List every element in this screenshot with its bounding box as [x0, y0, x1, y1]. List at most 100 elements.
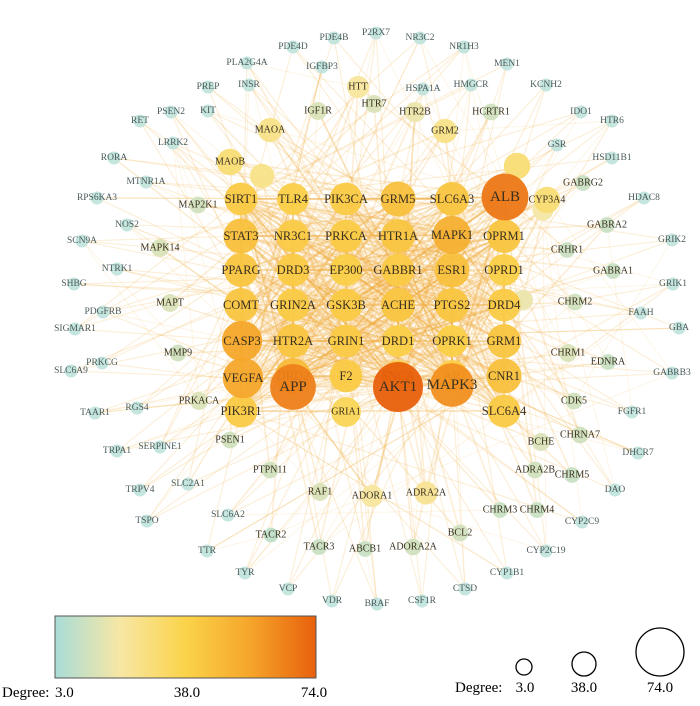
node-circle	[238, 566, 252, 580]
node-circle	[435, 288, 469, 322]
node-circle	[481, 173, 529, 221]
node-slc6a4: SLC6A4	[482, 394, 527, 428]
node-circle	[599, 217, 615, 233]
network-edge	[240, 198, 399, 412]
network-edge	[451, 384, 639, 454]
node-label: GABRA2	[587, 220, 627, 231]
network-edge	[240, 198, 399, 388]
node-circle	[500, 566, 514, 580]
node-vdr: VDR	[322, 594, 343, 608]
node-label: F2	[339, 369, 352, 383]
node-label: ADORA2A	[389, 542, 438, 553]
network-edge	[292, 198, 453, 271]
node-label: CHRM2	[558, 297, 592, 308]
node-circle	[550, 138, 564, 152]
node-circle	[434, 252, 470, 288]
node-pik3r1: PIK3R1	[221, 394, 261, 428]
node-circle	[503, 152, 531, 180]
node-label: NR3C2	[405, 33, 434, 43]
node-label: EP300	[329, 263, 362, 277]
node-circle	[665, 233, 679, 247]
node-psen1: PSEN1	[215, 431, 245, 449]
node-circle	[276, 219, 310, 253]
node-circle	[257, 117, 283, 143]
node-circle	[331, 397, 361, 427]
node-scn9a: SCN9A	[67, 234, 97, 248]
network-edge	[397, 199, 548, 388]
node-circle	[500, 57, 514, 71]
network-edge	[292, 269, 453, 377]
node-label: SLC6A4	[482, 404, 527, 418]
node-pde4d: PDE4D	[278, 40, 308, 54]
network-edge	[240, 410, 583, 523]
node-circle	[96, 305, 110, 319]
node-drd1: DRD1	[382, 325, 414, 357]
node-label: HTR2A	[273, 334, 313, 348]
node-label: RET	[131, 116, 149, 126]
node-label: RPS6KA3	[77, 193, 117, 203]
network-edge	[345, 269, 453, 306]
network-edge	[240, 269, 399, 306]
node-circle	[346, 75, 370, 99]
node-circle	[488, 254, 520, 286]
node-label: OPRD1	[484, 263, 524, 277]
network-edge	[292, 235, 347, 342]
node-circle	[329, 288, 363, 322]
node-taar1: TAAR1	[80, 406, 110, 420]
network-edge	[240, 198, 399, 306]
node-label: VDR	[322, 596, 343, 606]
node-label: SLC2A1	[171, 479, 205, 489]
node-circle	[181, 477, 195, 491]
node-circle	[414, 481, 438, 505]
network-edge	[444, 120, 613, 132]
network-edge	[145, 181, 294, 237]
node-circle	[140, 514, 154, 528]
network-edge	[345, 198, 399, 306]
node-label: CHRNA7	[560, 430, 600, 441]
network-edge	[345, 235, 505, 271]
node-casp3: CASP3	[221, 320, 263, 362]
network-edge	[172, 142, 199, 206]
node-igfbp3: IGFBP3	[306, 60, 338, 74]
network-edge	[139, 377, 244, 491]
node-circle	[404, 101, 426, 123]
network-edge	[292, 198, 399, 237]
node-dhcr7: DHCR7	[622, 446, 654, 460]
node-label: SIRT1	[225, 192, 258, 206]
node-label: AKT1	[379, 379, 417, 395]
network-edge	[292, 235, 453, 306]
node-label: TACR2	[256, 530, 287, 541]
node-label: RORA	[101, 153, 128, 163]
network-edge	[292, 234, 453, 342]
size-legend-circle-small	[515, 658, 533, 676]
node-circle	[373, 362, 423, 412]
node-f2: F2	[329, 359, 363, 393]
network-edge	[227, 304, 399, 516]
node-circle	[222, 357, 264, 399]
network-edge	[397, 304, 505, 412]
network-edge	[345, 198, 524, 301]
node-label: HCRTR1	[472, 107, 510, 118]
node-label: LRRK2	[158, 138, 188, 148]
network-edge	[345, 269, 505, 306]
node-prkaca: PRKACA	[179, 392, 220, 410]
network-edge	[546, 199, 673, 374]
node-sigmar1: SIGMAR1	[54, 322, 96, 336]
node-adora2a: ADORA2A	[389, 538, 438, 556]
node-slc6a3: SLC6A3	[430, 182, 474, 216]
network-edge	[81, 240, 321, 493]
node-circle	[311, 483, 329, 501]
network-edge	[292, 304, 453, 386]
network-edge	[345, 269, 505, 342]
network-edge	[240, 386, 399, 412]
network-edge	[159, 198, 294, 448]
node-gria1: GRIA1	[331, 397, 361, 427]
node-circle	[153, 440, 167, 454]
node-chrm4: CHRM4	[520, 502, 554, 518]
color-legend-title: Degree:	[2, 685, 49, 701]
network-edge	[241, 235, 347, 342]
node-nos2: NOS2	[115, 218, 139, 232]
node-circle	[380, 181, 416, 217]
node-label: P2RX7	[362, 28, 390, 38]
network-edge	[451, 269, 505, 377]
